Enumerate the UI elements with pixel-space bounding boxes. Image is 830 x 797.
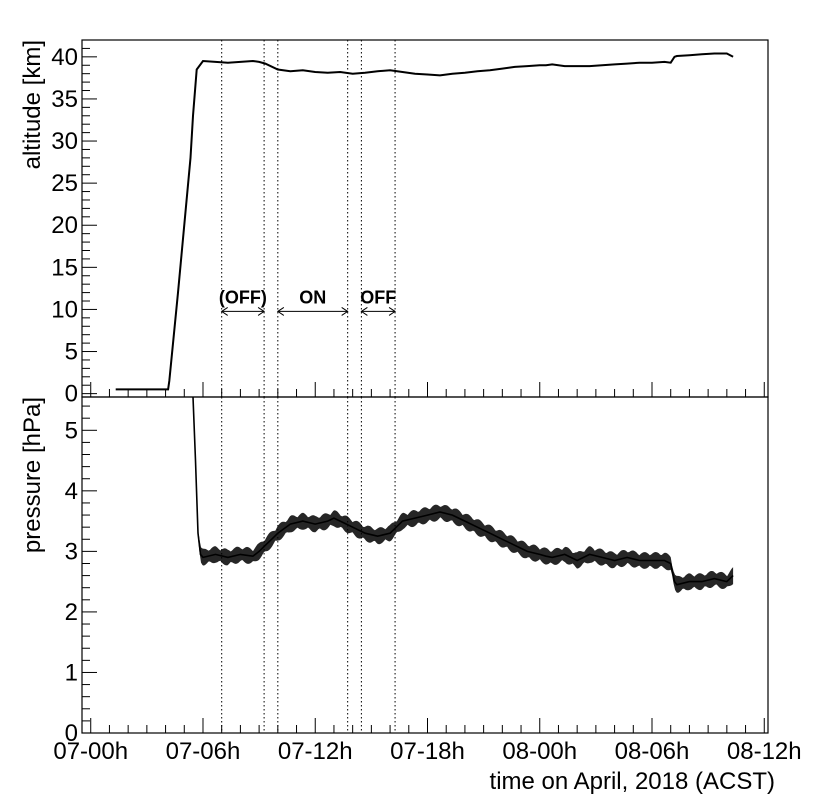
altitude-panel: 0 5 10 15 20 25 30 35 40 (OFF) ON OFF altitude [km… bbox=[19, 39, 769, 408]
arrow-head-left bbox=[276, 307, 285, 316]
pressure-panel: 0 1 2 3 4 5 07-00h 07-06h 07-12h 07-18h 08-00h 08-… bbox=[19, 396, 802, 795]
y-tick-label: 25 bbox=[51, 170, 78, 197]
altitude-series-line bbox=[115, 52, 734, 391]
y-tick-label: 20 bbox=[51, 212, 78, 239]
pressure-plot-frame bbox=[81, 396, 769, 734]
state-annotations: (OFF) ON OFF bbox=[219, 287, 396, 316]
pressure-boundary-lines bbox=[221, 397, 396, 733]
x-tick-label: 08-00h bbox=[502, 738, 577, 765]
altitude-boundary-lines bbox=[221, 40, 396, 397]
arrow-head-left bbox=[220, 307, 228, 316]
pressure-y-ticks: 0 1 2 3 4 5 bbox=[65, 405, 97, 747]
y-tick-label: 15 bbox=[51, 254, 78, 281]
y-tick-label: 0 bbox=[65, 381, 78, 408]
y-tick-label: 2 bbox=[65, 599, 78, 626]
x-tick-label: 07-12h bbox=[278, 738, 353, 765]
y-tick-label: 30 bbox=[51, 128, 78, 155]
x-tick-label: 07-00h bbox=[53, 738, 128, 765]
annotation-label: ON bbox=[299, 287, 326, 307]
y-tick-label: 10 bbox=[51, 296, 78, 323]
pressure-axis-title: pressure [hPa] bbox=[19, 397, 46, 553]
y-tick-label: 5 bbox=[65, 417, 78, 444]
altitude-x-ticks bbox=[90, 382, 765, 397]
x-tick-label: 08-12h bbox=[727, 738, 802, 765]
x-tick-label: 07-18h bbox=[390, 738, 465, 765]
y-tick-label: 3 bbox=[65, 538, 78, 565]
y-tick-label: 40 bbox=[51, 44, 78, 71]
y-tick-label: 35 bbox=[51, 86, 78, 113]
y-tick-label: 5 bbox=[65, 339, 78, 366]
y-tick-label: 0 bbox=[65, 720, 78, 747]
pressure-x-ticks: 07-00h 07-06h 07-12h 07-18h 08-00h 08-06h 08-1… bbox=[53, 718, 802, 765]
x-tick-label: 07-06h bbox=[166, 738, 241, 765]
pressure-noise-band bbox=[198, 504, 734, 593]
annotation-label: (OFF) bbox=[219, 287, 267, 307]
arrow-head-left bbox=[360, 307, 368, 316]
arrow-head-right bbox=[257, 307, 266, 316]
altitude-y-ticks: 0 5 10 15 20 25 30 35 40 bbox=[51, 39, 97, 408]
y-tick-label: 4 bbox=[65, 478, 78, 505]
x-tick-label: 08-06h bbox=[615, 738, 690, 765]
annotation-label: OFF bbox=[360, 287, 396, 307]
arrow-head-right bbox=[388, 307, 396, 316]
y-tick-label: 1 bbox=[65, 659, 78, 686]
time-axis-title: time on April, 2018 (ACST) bbox=[490, 768, 775, 795]
altitude-axis-title: altitude [km] bbox=[19, 40, 46, 169]
arrow-head-right bbox=[341, 307, 349, 316]
